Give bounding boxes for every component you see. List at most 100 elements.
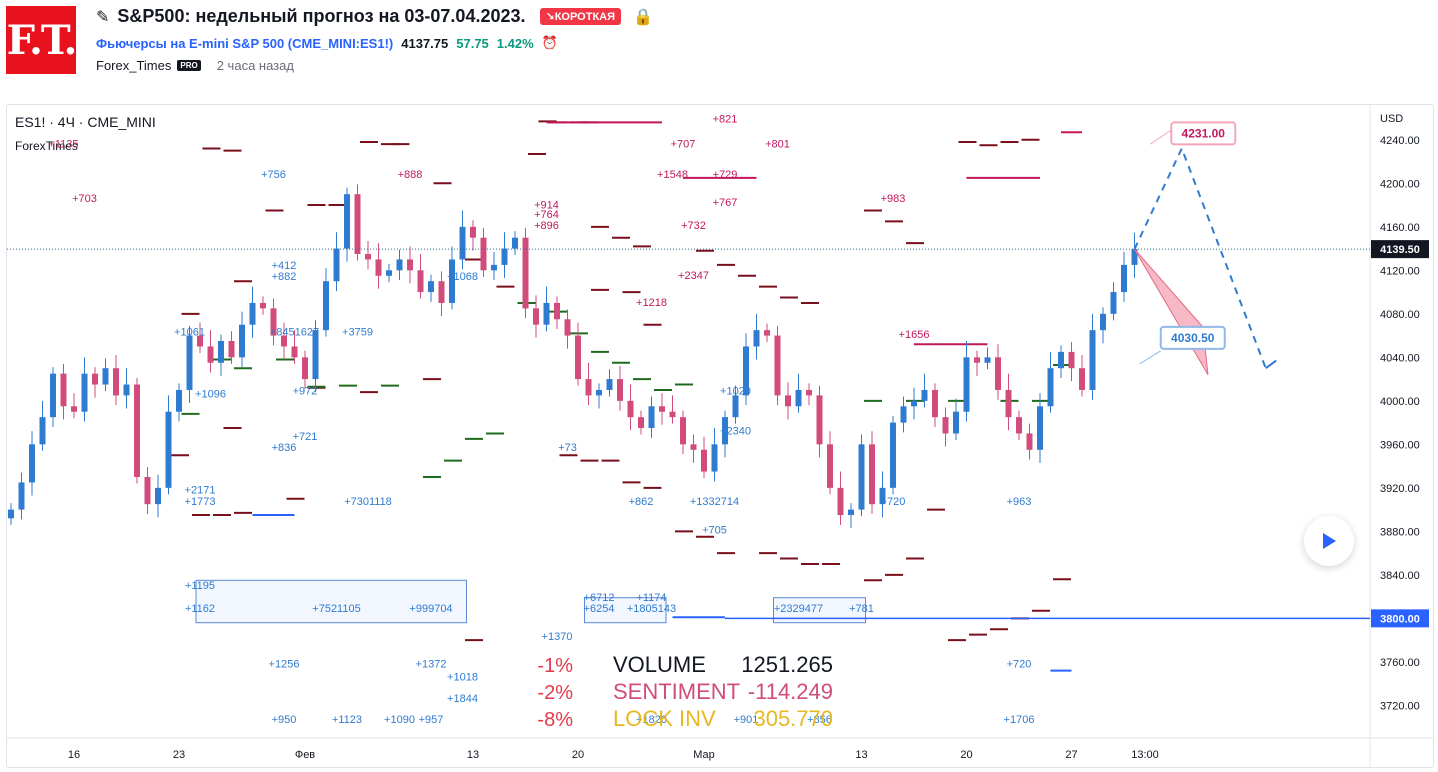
y-tick-label: 4120.00 [1380,265,1420,277]
candle-body [1005,389,1012,418]
volume-label: +7301118 [344,496,392,508]
pro-badge: PRO [177,60,201,71]
volume-label: +2171 [185,484,216,496]
candle-body [1068,351,1075,369]
candle-body [218,341,224,363]
candle-body [470,226,476,238]
candles [8,184,1138,529]
candle-body [1100,313,1106,331]
candle-body [953,411,959,434]
candle-body [858,444,865,510]
candle-body [932,389,938,418]
range-boxes [195,579,866,624]
stat-label: SENTIMENT [613,679,740,704]
edit-icon[interactable]: ✎ [96,8,110,26]
candle-body [711,444,718,472]
candle-body [480,237,487,271]
candle-body [155,487,161,505]
volume-label: +781 [849,603,874,615]
chart-panel[interactable]: ES1! · 4Ч · CME_MINI ForexTimes USD +113… [6,104,1434,768]
author-row: Forex_Times PRO 2 часа назад [96,58,294,73]
volume-label: +1195 [185,580,215,592]
idea-title: S&P500: недельный прогноз на 03-07.04.20… [117,6,526,26]
candle-body [564,319,571,336]
candle-body [165,411,172,488]
volume-label: +950 [272,714,297,726]
candle-body [123,384,130,396]
candle-body [806,389,812,396]
author-name[interactable]: Forex_Times [96,58,172,73]
volume-label: +6712 [584,592,615,604]
volume-label: +720 [881,496,906,508]
candle-body [785,395,791,407]
volume-label: +1773 [185,496,216,508]
symbol-link[interactable]: Фьючерсы на E-mini S&P 500 (CME_MINI:ES1… [96,35,394,51]
candle-body [344,194,350,249]
published-time: 2 часа назад [216,58,294,73]
volume-label: +901 [734,714,759,726]
stat-label: VOLUME [613,652,706,677]
candle-body [995,357,1001,390]
candle-body [753,330,760,347]
candle-body [617,379,623,401]
play-icon [1323,533,1336,549]
candle-body [8,509,14,519]
x-tick-label: 13 [855,749,867,761]
y-tick-label: 3760.00 [1380,657,1420,669]
axes: 4240.00 4200.00 4160.00 4120.00 4080.00 4040.… [7,135,1429,761]
callout-leader [1139,350,1162,365]
y-tick-label: 3840.00 [1380,570,1420,582]
volume-label: +721 [293,431,318,443]
volume-label: +767 [713,197,738,209]
candle-body [764,330,770,336]
brand-logo[interactable]: F.T. [6,6,77,74]
x-tick-label: 16 [68,749,80,761]
candle-body [1016,417,1022,434]
y-tick-label: 3920.00 [1380,483,1420,495]
lock-icon: 🔒 [633,8,653,26]
candle-body [365,254,371,260]
volume-label: +801 [765,138,790,150]
candle-body [722,417,728,445]
candle-body [1058,351,1064,369]
candle-body [144,476,151,505]
volume-label: +957 [419,714,444,726]
volume-label: +729 [713,169,738,181]
candle-body [837,487,844,516]
volume-label: +983 [881,193,906,205]
x-tick-label: 13 [467,749,479,761]
volume-label: +1162 [185,603,215,615]
candle-body [459,226,466,260]
candle-body [92,373,98,385]
x-tick-label: 13:00 [1131,749,1159,761]
volume-label: +756 [261,169,286,181]
volume-label: +862 [629,496,654,508]
candle-body [1079,368,1085,390]
clock-alarm-icon[interactable]: ⏰ [541,35,558,50]
price-change-pct: 1.42% [496,35,534,51]
candle-body [386,270,392,276]
down-target-triangle [1134,248,1209,375]
candle-body [732,395,739,418]
x-tick-label: Фев [295,749,315,761]
candle-body [1089,330,1096,390]
candle-body [522,237,529,309]
target-down-box [1159,325,1226,350]
play-button[interactable] [1304,516,1354,566]
volume-label: +1844 [447,693,478,705]
candle-body [648,406,655,429]
candle-body [533,308,539,325]
target-up-label: 4231.00 [1182,126,1226,140]
current-price-label: 4139.50 [1380,244,1420,256]
y-tick-label: 3720.00 [1380,700,1420,712]
volume-label: +1656 [899,329,930,341]
candle-body [176,389,182,412]
price-chart[interactable]: ES1! · 4Ч · CME_MINI ForexTimes USD +113… [7,105,1433,767]
candle-body [449,259,455,303]
volume-label: +1174 [636,592,666,604]
candle-body [596,389,602,396]
candle-body [1131,249,1138,265]
candle-body [302,357,308,380]
volume-label: +1090 [384,714,415,726]
